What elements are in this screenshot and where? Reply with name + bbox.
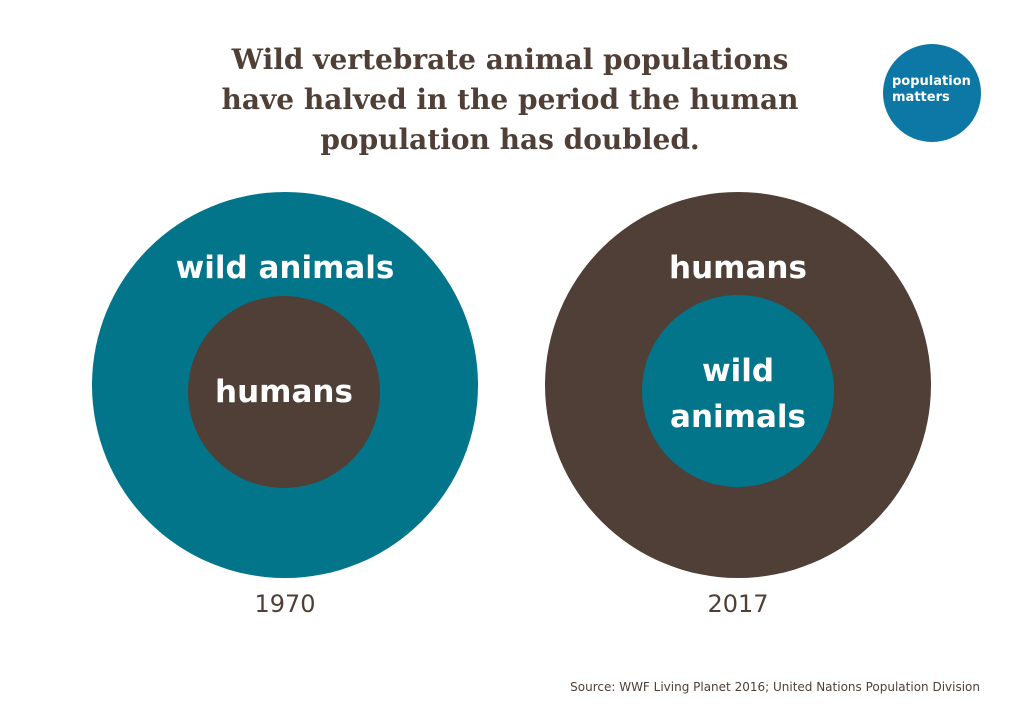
population-matters-logo: population matters: [883, 44, 981, 142]
label-1970-humans: humans: [215, 374, 353, 410]
title-line-3: population has doubled.: [320, 123, 700, 156]
label-2017-wild: wild: [701, 353, 775, 389]
label-2017-wild-animals: wild animals: [642, 348, 834, 440]
year-2017: 2017: [707, 590, 769, 618]
title-line-1: Wild vertebrate animal populations: [231, 43, 789, 76]
title-line-2: have halved in the period the human: [221, 83, 799, 116]
label-2017-animals: animals: [670, 399, 806, 435]
label-2017-humans: humans: [669, 250, 807, 286]
circle-1970-humans: [188, 296, 380, 488]
logo-line-1: population: [892, 74, 971, 89]
label-1970-wild-animals: wild animals: [175, 250, 395, 286]
source-citation: Source: WWF Living Planet 2016; United N…: [570, 680, 980, 694]
year-1970: 1970: [254, 590, 316, 618]
logo-text: population matters: [892, 74, 971, 106]
circle-2017-wild-animals: [642, 295, 834, 487]
logo-line-2: matters: [892, 90, 950, 105]
infographic-title: Wild vertebrate animal populations have …: [200, 40, 820, 160]
